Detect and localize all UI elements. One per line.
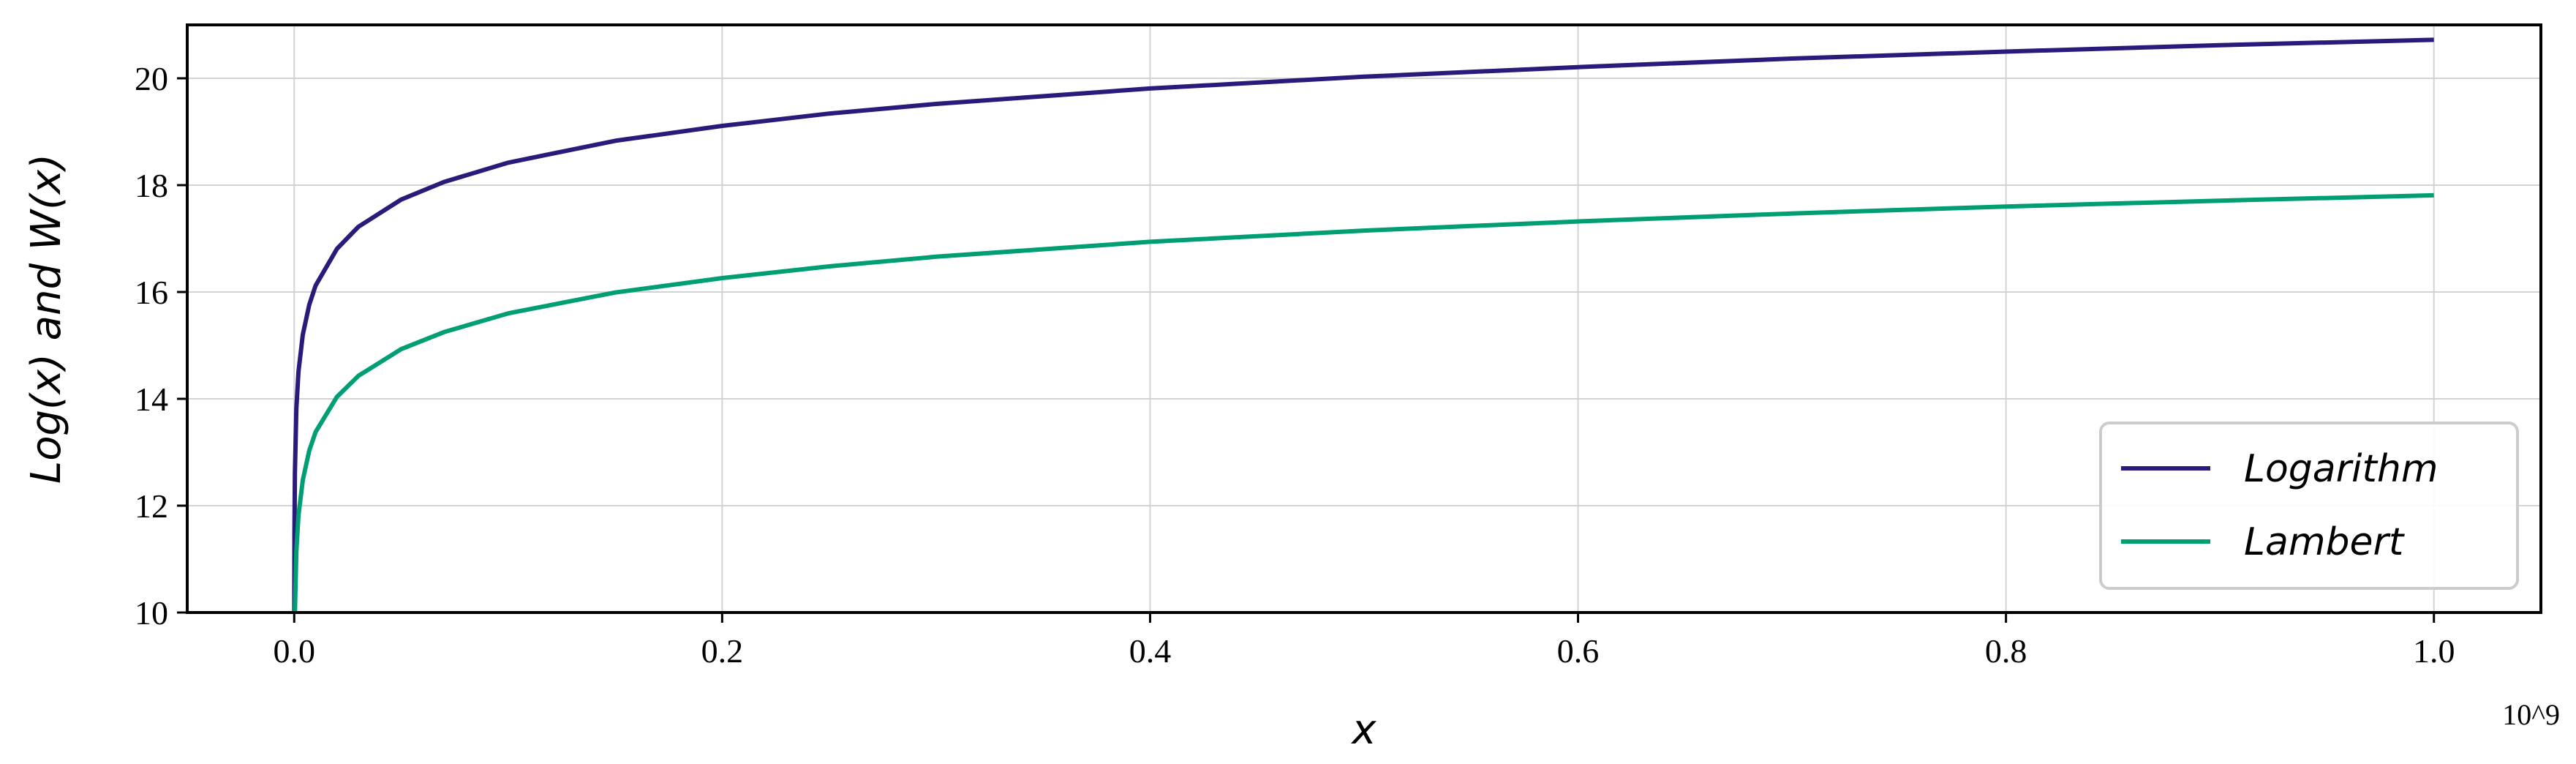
y-tick-label: 16: [135, 274, 168, 311]
x-axis-label: x: [1350, 706, 1376, 754]
y-tick-label: 12: [135, 487, 168, 525]
series-lines: [292, 37, 2434, 613]
legend: Logarithm Lambert: [2099, 422, 2519, 590]
y-tick-label: 18: [135, 167, 168, 204]
x-tick-label: 1.0: [2413, 632, 2455, 670]
x-tick-label: 0.2: [701, 632, 744, 670]
y-tick-label: 20: [135, 60, 168, 97]
series-line-lambert: [293, 192, 2434, 613]
plot-frame: [186, 23, 2542, 614]
y-axis-label: Log(x) and W(x): [23, 154, 70, 484]
legend-label-lambert: Lambert: [2244, 520, 2405, 564]
axis-ticks: 0.0 0.2 0.4 0.6 0.8 1.0 10 12 14 16 18 20: [135, 60, 2455, 670]
series-line-logarithm: [292, 37, 2434, 613]
y-tick-label: 14: [135, 381, 168, 418]
legend-box: [2099, 422, 2519, 590]
x-tick-label: 0.6: [1557, 632, 1600, 670]
x-offset-label: 10^9: [2502, 698, 2560, 731]
x-tick-label: 0.0: [274, 632, 316, 670]
y-tick-label: 10: [135, 594, 168, 632]
x-tick-label: 0.8: [1985, 632, 2027, 670]
x-tick-label: 0.4: [1129, 632, 1172, 670]
legend-label-logarithm: Logarithm: [2244, 447, 2438, 491]
